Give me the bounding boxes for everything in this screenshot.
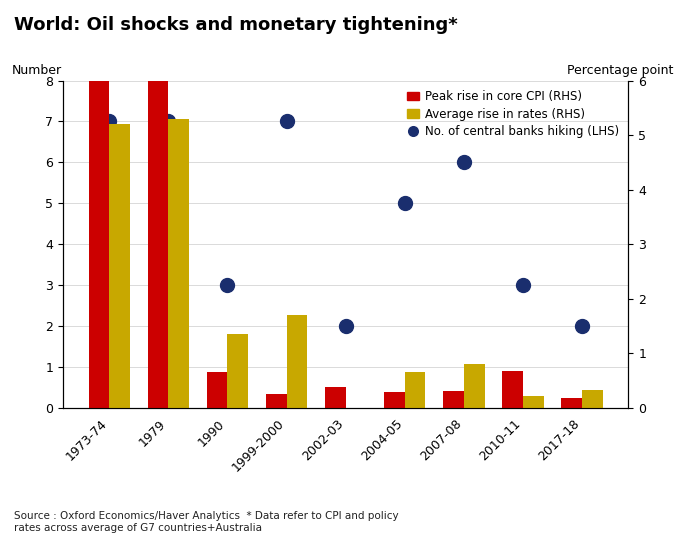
Bar — [206, 372, 228, 408]
Bar — [287, 315, 307, 408]
Bar — [109, 124, 130, 408]
Bar — [502, 371, 523, 408]
Bar — [384, 392, 405, 408]
Bar — [405, 372, 425, 408]
Point — [104, 117, 115, 126]
Point — [281, 117, 292, 126]
Bar — [443, 391, 464, 408]
Bar — [561, 398, 582, 408]
Point — [163, 117, 174, 126]
Text: World: Oil shocks and monetary tightening*: World: Oil shocks and monetary tightenin… — [14, 16, 458, 34]
Bar — [523, 395, 543, 408]
Point — [340, 322, 351, 330]
Text: Percentage point: Percentage point — [567, 65, 674, 77]
Point — [399, 199, 410, 208]
Point — [577, 322, 588, 330]
Bar — [168, 119, 189, 408]
Point — [222, 281, 233, 289]
Bar — [88, 0, 109, 408]
Text: Number: Number — [12, 65, 62, 77]
Text: Source : Oxford Economics/Haver Analytics  * Data refer to CPI and policy
rates : Source : Oxford Economics/Haver Analytic… — [14, 511, 399, 533]
Bar — [266, 394, 287, 408]
Bar — [147, 73, 168, 408]
Bar — [325, 387, 346, 408]
Point — [517, 281, 528, 289]
Bar — [464, 364, 484, 408]
Bar — [228, 334, 248, 408]
Legend: Peak rise in core CPI (RHS), Average rise in rates (RHS), No. of central banks h: Peak rise in core CPI (RHS), Average ris… — [403, 87, 623, 142]
Point — [458, 158, 469, 167]
Bar — [582, 390, 603, 408]
